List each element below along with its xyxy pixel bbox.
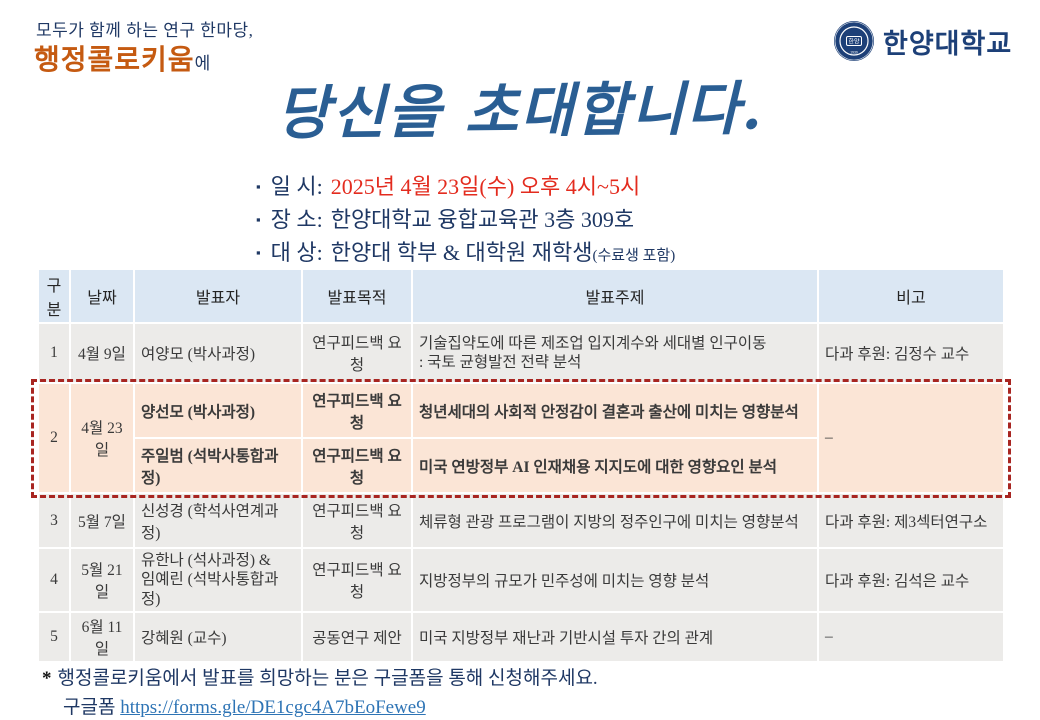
row-no: 1 — [39, 324, 69, 382]
brand-suffix: 에 — [194, 54, 211, 73]
university-logo: 한양 1939 한양대학교 — [833, 20, 1012, 62]
row-no: 3 — [39, 494, 69, 547]
row-no: 2 — [39, 384, 69, 492]
row-no: 4 — [39, 549, 69, 612]
row-remark: – — [819, 384, 1003, 492]
row-date: 5월 21일 — [71, 549, 133, 612]
footer-note-line: * 행정콜로키움에서 발표를 희망하는 분은 구글폼을 통해 신청해주세요. — [42, 663, 598, 690]
svg-text:한양: 한양 — [848, 38, 860, 46]
row-topic: 체류형 관광 프로그램이 지방의 정주인구에 미치는 영향분석 — [413, 494, 817, 547]
table-row: 3 5월 7일 신성경 (학석사연계과정) 연구피드백 요청 체류형 관광 프로… — [39, 494, 1003, 547]
row-date: 5월 7일 — [71, 494, 133, 547]
row-presenter: 주일범 (석박사통합과정) — [135, 439, 301, 492]
detail-place: ▪ 장 소: 한양대학교 융합교육관 3층 309호 — [256, 205, 675, 238]
row-topic: 미국 지방정부 재난과 기반시설 투자 간의 관계 — [413, 613, 817, 662]
row-topic: 미국 연방정부 AI 인재채용 지지도에 대한 영향요인 분석 — [413, 439, 817, 492]
detail-label: 장 소: — [270, 207, 323, 232]
colloquium-schedule-table: 구분 날짜 발표자 발표목적 발표주제 비고 1 4월 9일 여양모 (박사과정… — [37, 268, 1005, 663]
table-row: 4 5월 21일 유한나 (석사과정) & 임예린 (석박사통합과정) 연구피드… — [39, 549, 1003, 612]
hanyang-emblem-icon: 한양 1939 — [834, 21, 874, 61]
row-topic: 청년세대의 사회적 안정감이 결혼과 출산에 미치는 영향분석 — [413, 384, 817, 437]
row-remark: 다과 후원: 제3섹터연구소 — [819, 494, 1003, 547]
detail-datetime: ▪ 일 시: 2025년 4월 23일(수) 오후 4시~5시 — [256, 172, 675, 205]
col-header-remark: 비고 — [819, 270, 1003, 322]
row-presenter: 여양모 (박사과정) — [135, 324, 301, 382]
col-header-date: 날짜 — [71, 270, 133, 322]
row-purpose: 연구피드백 요청 — [303, 549, 411, 612]
square-bullet-icon: ▪ — [256, 245, 261, 260]
detail-value-place: 한양대학교 융합교육관 3층 309호 — [330, 207, 635, 232]
detail-label: 대 상: — [270, 240, 323, 265]
table-row-highlighted: 2 4월 23일 양선모 (박사과정) 연구피드백 요청 청년세대의 사회적 안… — [39, 384, 1003, 492]
detail-value-audience: 한양대 학부 & 대학원 재학생 — [330, 240, 593, 265]
event-tagline: 모두가 함께 하는 연구 한마당, — [36, 21, 254, 40]
row-presenter: 유한나 (석사과정) & 임예린 (석박사통합과정) — [135, 549, 301, 612]
asterisk-marker: * — [42, 668, 52, 689]
event-brand-line: 행정콜로키움에 — [34, 38, 210, 78]
detail-value-datetime: 2025년 4월 23일(수) 오후 4시~5시 — [330, 174, 641, 199]
invitation-headline: 당신을 초대합니다. — [276, 74, 765, 148]
row-purpose: 연구피드백 요청 — [303, 324, 411, 382]
detail-label: 일 시: — [270, 174, 323, 199]
form-label: 구글폼 — [63, 697, 116, 718]
detail-audience-note: (수료생 포함) — [592, 248, 676, 264]
footer-form-line: 구글폼 https://forms.gle/DE1cgc4A7bEoFewe9 — [63, 692, 598, 719]
row-topic: 기술집약도에 따른 제조업 입지계수와 세대별 인구이동 : 국토 균형발전 전… — [413, 324, 817, 382]
row-date: 4월 23일 — [71, 384, 133, 492]
col-header-purpose: 발표목적 — [303, 270, 411, 322]
row-purpose: 연구피드백 요청 — [303, 494, 411, 547]
row-remark: 다과 후원: 김석은 교수 — [819, 549, 1003, 612]
university-name: 한양대학교 — [883, 28, 1013, 59]
table-row-highlighted: 주일범 (석박사통합과정) 연구피드백 요청 미국 연방정부 AI 인재채용 지… — [39, 439, 1003, 492]
footer-note-text: 행정콜로키움에서 발표를 희망하는 분은 구글폼을 통해 신청해주세요. — [57, 668, 598, 689]
row-purpose: 연구피드백 요청 — [303, 439, 411, 492]
table-header-row: 구분 날짜 발표자 발표목적 발표주제 비고 — [39, 270, 1003, 322]
row-date: 6월 11일 — [71, 613, 133, 662]
row-presenter: 신성경 (학석사연계과정) — [135, 494, 301, 547]
row-purpose: 연구피드백 요청 — [303, 384, 411, 437]
row-date: 4월 9일 — [71, 324, 133, 382]
detail-audience: ▪ 대 상: 한양대 학부 & 대학원 재학생 (수료생 포함) — [256, 238, 675, 271]
svg-text:1939: 1939 — [850, 51, 858, 55]
col-header-presenter: 발표자 — [135, 270, 301, 322]
colloquium-brand: 행정콜로키움 — [34, 45, 195, 76]
table-row: 5 6월 11일 강혜원 (교수) 공동연구 제안 미국 지방정부 재난과 기반… — [39, 613, 1003, 662]
google-form-link[interactable]: https://forms.gle/DE1cgc4A7bEoFewe9 — [120, 697, 426, 718]
col-header-topic: 발표주제 — [413, 270, 817, 322]
row-topic: 지방정부의 규모가 민주성에 미치는 영향 분석 — [413, 549, 817, 612]
square-bullet-icon: ▪ — [256, 212, 261, 227]
event-details: ▪ 일 시: 2025년 4월 23일(수) 오후 4시~5시 ▪ 장 소: 한… — [256, 172, 675, 271]
row-purpose: 공동연구 제안 — [303, 613, 411, 662]
footer-note: * 행정콜로키움에서 발표를 희망하는 분은 구글폼을 통해 신청해주세요. 구글… — [42, 663, 598, 719]
table-row: 1 4월 9일 여양모 (박사과정) 연구피드백 요청 기술집약도에 따른 제조… — [39, 324, 1003, 382]
square-bullet-icon: ▪ — [256, 179, 261, 194]
row-remark: – — [819, 613, 1003, 662]
row-presenter: 양선모 (박사과정) — [135, 384, 301, 437]
row-presenter: 강혜원 (교수) — [135, 613, 301, 662]
row-remark: 다과 후원: 김정수 교수 — [819, 324, 1003, 382]
row-no: 5 — [39, 613, 69, 662]
col-header-no: 구분 — [39, 270, 69, 322]
